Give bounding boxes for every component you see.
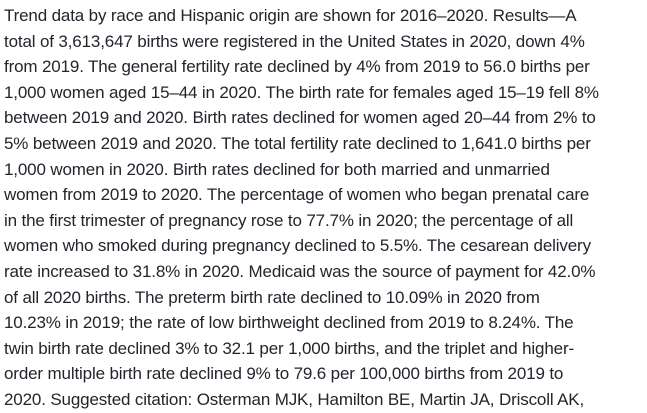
text-line: 5% between 2019 and 2020. The total fert… bbox=[4, 133, 591, 153]
text-line: Trend data by race and Hispanic origin a… bbox=[4, 6, 577, 25]
text-line: twin birth rate declined 3% to 32.1 per … bbox=[4, 338, 574, 358]
text-line: from 2019. The general fertility rate de… bbox=[4, 57, 590, 77]
text-line: 1,000 women aged 15–44 in 2020. The birt… bbox=[4, 82, 599, 102]
text-line: 1,000 women in 2020. Birth rates decline… bbox=[4, 159, 550, 179]
text-line: 2020. Suggested citation: Osterman MJK, … bbox=[4, 389, 585, 409]
text-line: total of 3,613,647 births were registere… bbox=[4, 31, 585, 51]
text-line: women from 2019 to 2020. The percentage … bbox=[4, 185, 590, 205]
text-line: of all 2020 births. The preterm birth ra… bbox=[4, 287, 540, 307]
text-line: rate increased to 31.8% in 2020. Medicai… bbox=[4, 261, 596, 281]
text-line: women who smoked during pregnancy declin… bbox=[4, 236, 591, 256]
report-paragraph: Trend data by race and Hispanic origin a… bbox=[4, 3, 647, 413]
text-line: 10.23% in 2019; the rate of low birthwei… bbox=[4, 313, 574, 333]
text-line: in the first trimester of pregnancy rose… bbox=[4, 210, 574, 230]
text-line: order multiple birth rate declined 9% to… bbox=[4, 364, 564, 384]
text-line: between 2019 and 2020. Birth rates decli… bbox=[4, 108, 596, 128]
